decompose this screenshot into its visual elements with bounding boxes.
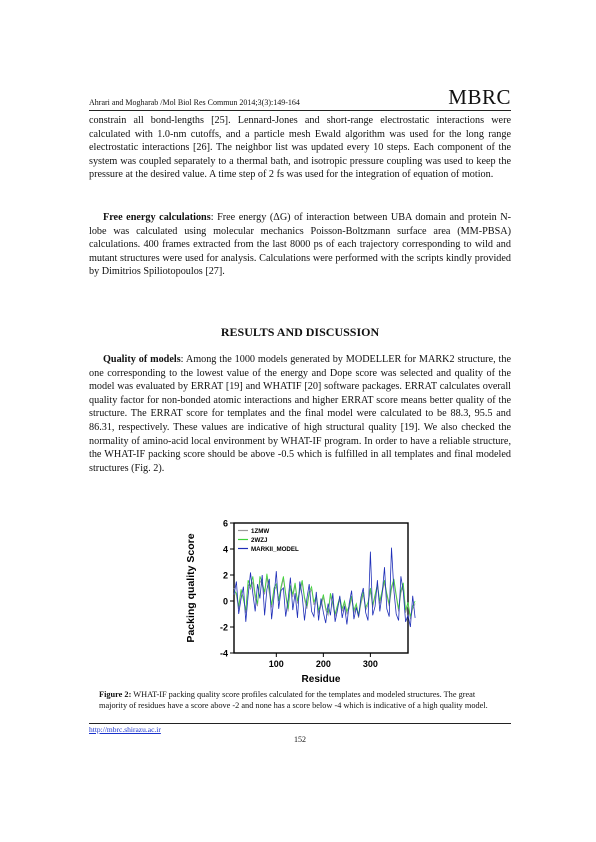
y-tick-label: 4 — [223, 545, 228, 555]
figure-2: -4 -2 0 2 4 6 100 200 300 1ZMW 2WZJ MARKII_MODEL … — [174, 513, 426, 689]
x-tick-label: 200 — [316, 659, 331, 669]
y-tick-label: -4 — [220, 649, 228, 659]
legend-entry: MARKII_MODEL — [251, 546, 299, 553]
y-tick-label: 0 — [223, 597, 228, 607]
series-line-1zmw — [233, 577, 416, 620]
caption-text: WHAT-IF packing quality score profiles c… — [99, 690, 488, 710]
legend-entry: 2WZJ — [251, 537, 268, 544]
page-number: 152 — [294, 735, 306, 744]
paragraph-lead-free-energy: Free energy calculations — [103, 212, 211, 223]
y-tick-label: -2 — [220, 623, 228, 633]
paragraph-lead-model-quality: Quality of models — [103, 354, 181, 365]
paragraph-free-energy: Free energy calculations: Free energy (Δ… — [89, 211, 511, 279]
figure-caption: Figure 2: WHAT-IF packing quality score … — [99, 689, 501, 711]
series-line-2wzj — [233, 573, 416, 617]
x-tick-label: 300 — [363, 659, 378, 669]
paragraph-simulation-details: constrain all bond-lengths [25]. Lennard… — [89, 115, 511, 181]
paragraph-body-model-quality: : Among the 1000 models generated by MOD… — [89, 354, 511, 474]
y-tick-label: 6 — [223, 519, 228, 529]
paragraph-body-free-energy: : Free energy (ΔG) of interaction betwee… — [89, 212, 511, 278]
running-header: Ahrari and Mogharab /Mol Biol Res Commun… — [89, 85, 511, 111]
legend-entry: 1ZMW — [251, 528, 269, 535]
y-tick-label: 2 — [223, 571, 228, 581]
header-citation: Ahrari and Mogharab /Mol Biol Res Commun… — [89, 98, 300, 107]
section-heading: RESULTS AND DISCUSSION — [220, 325, 380, 339]
journal-website-link[interactable]: http://mbrc.shirazu.ac.ir — [89, 725, 161, 734]
x-tick-label: 100 — [269, 659, 284, 669]
paragraph-model-quality: Quality of models: Among the 1000 models… — [89, 353, 511, 475]
page-footer: http://mbrc.shirazu.ac.ir 152 — [89, 723, 511, 744]
journal-name: MBRC — [448, 85, 511, 109]
caption-label: Figure 2: — [99, 690, 132, 699]
y-axis-label: Packing quality Score — [185, 533, 197, 642]
series-line-markii-model — [233, 547, 416, 628]
x-axis-label: Residue — [302, 674, 341, 685]
